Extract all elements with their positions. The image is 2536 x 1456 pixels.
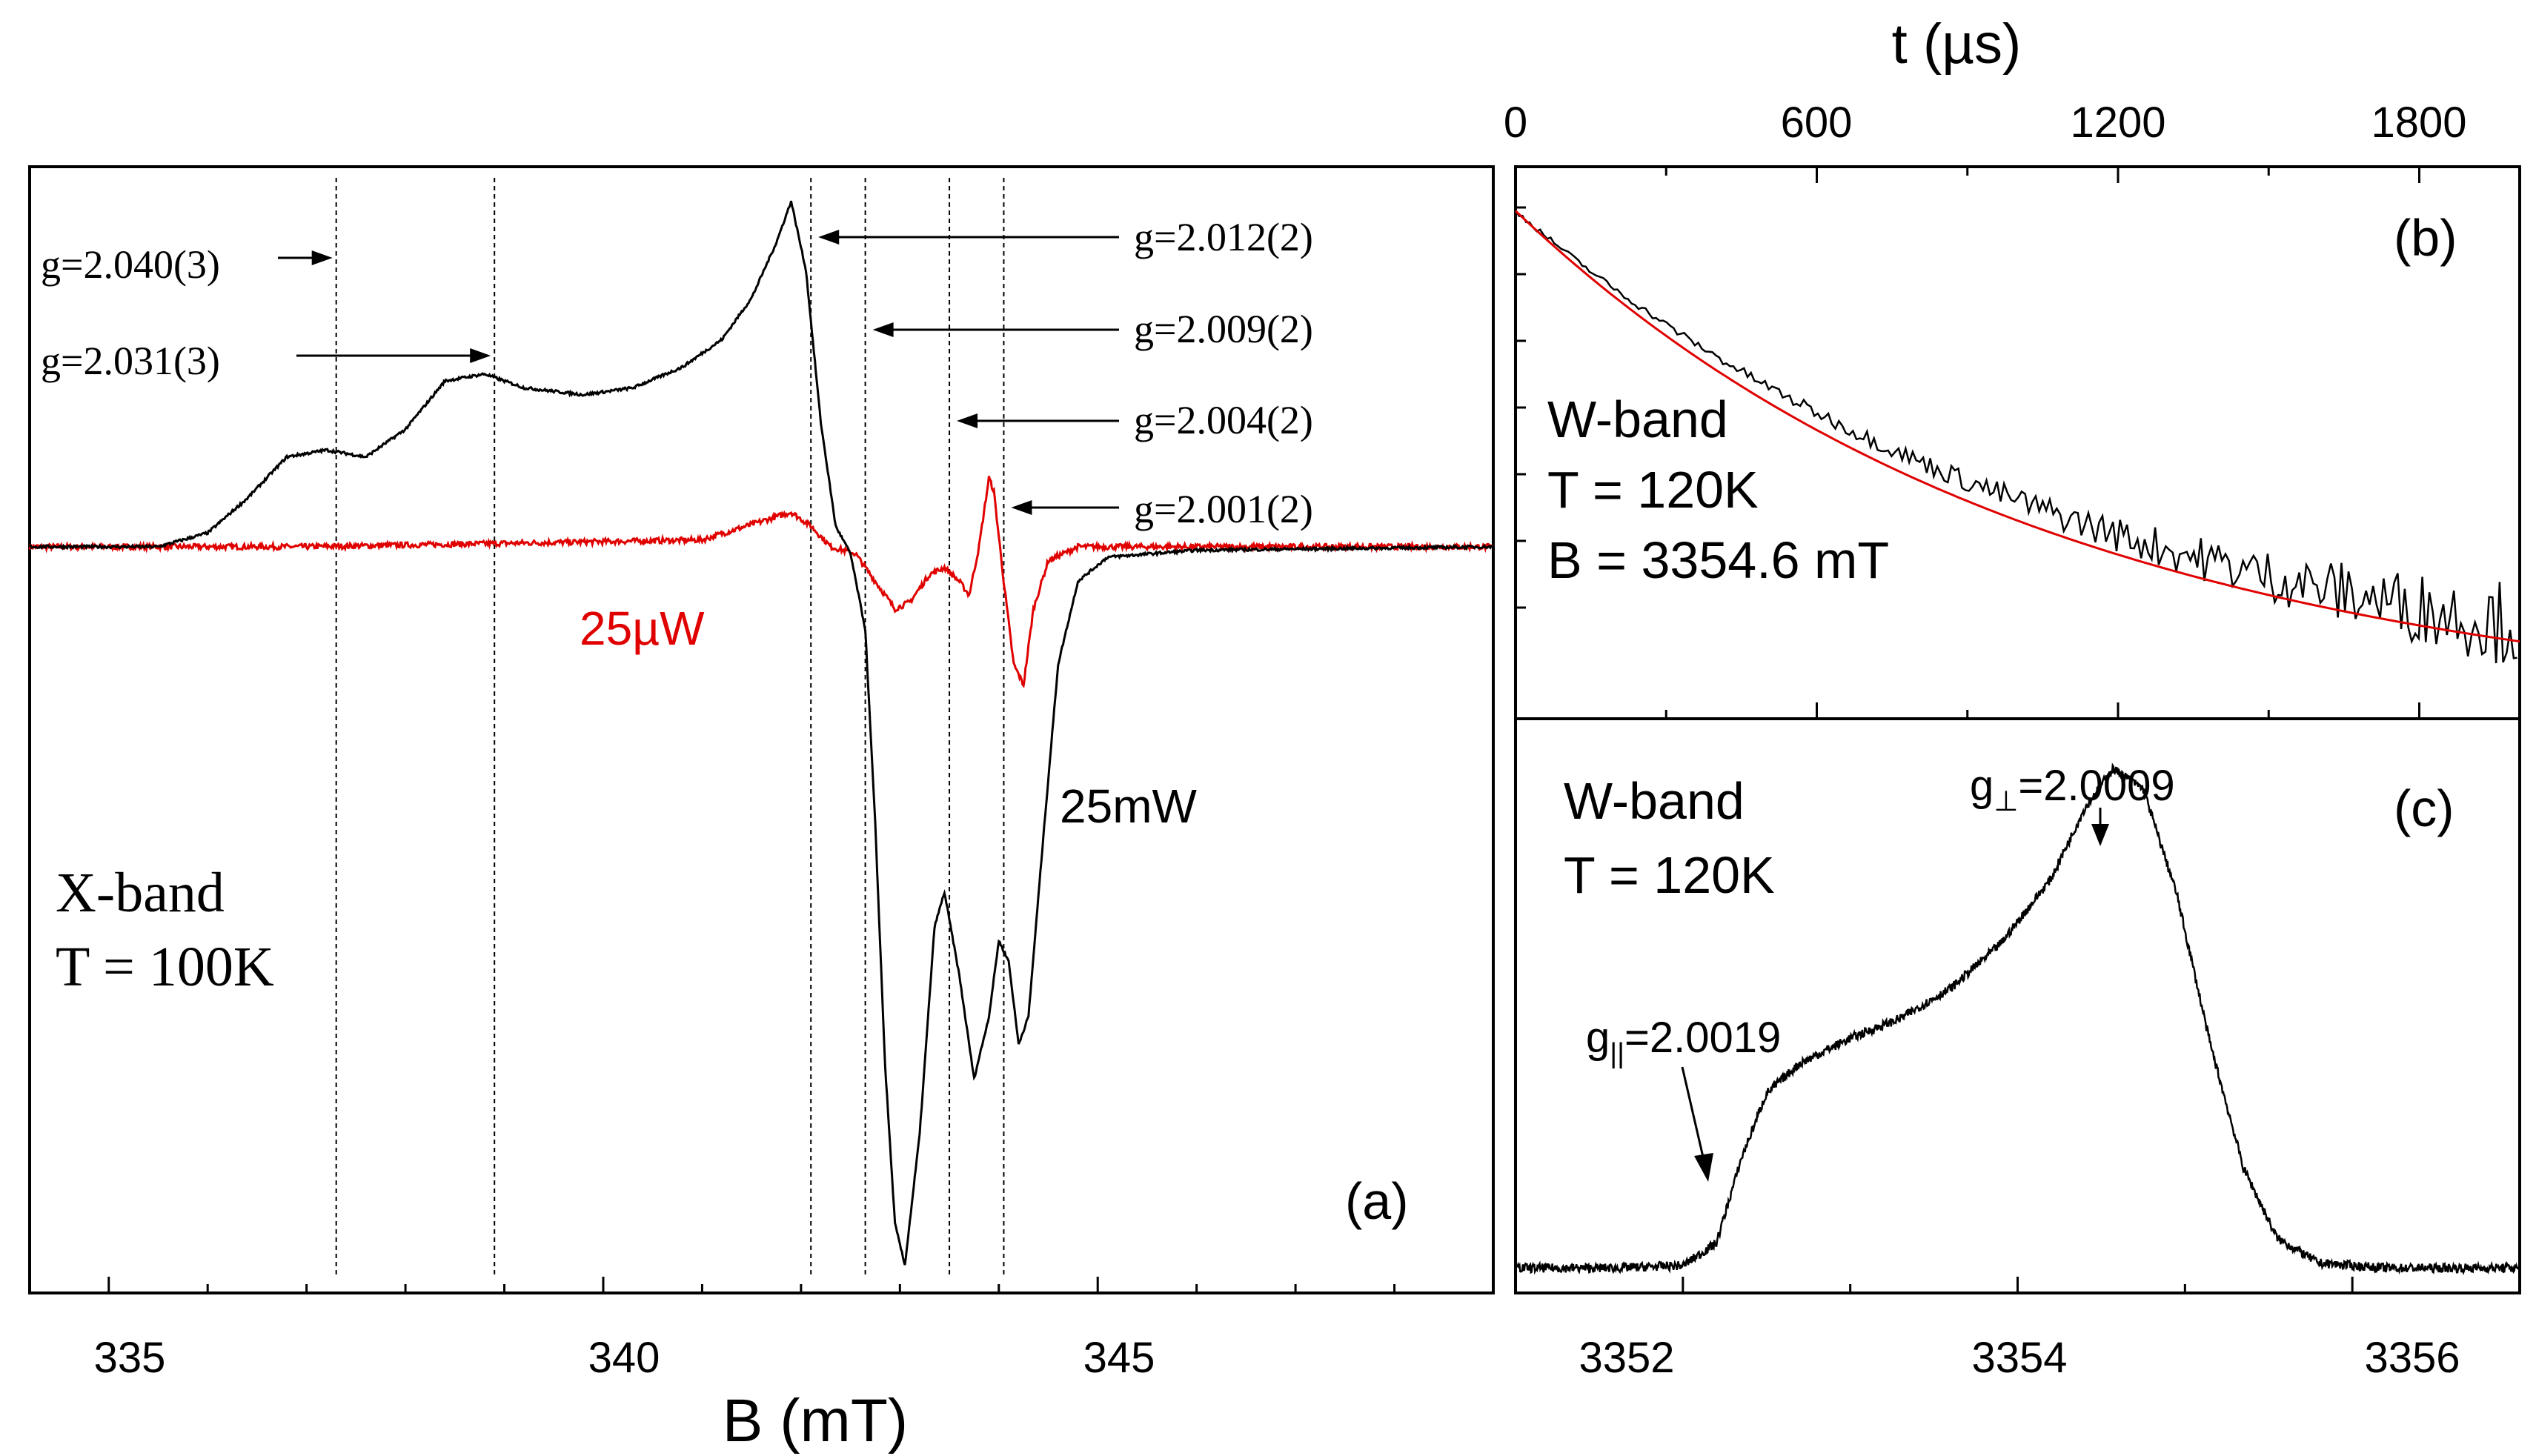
- series-25mW-line: [28, 200, 1494, 1266]
- tick-label-t600: 600: [1781, 99, 1853, 147]
- tick-label-t1200: 1200: [2070, 99, 2165, 147]
- tick-label-340: 340: [588, 1334, 660, 1382]
- series-25uW-line: [28, 476, 1495, 688]
- panel-a: g=2.040(3) g=2.031(3) g=2.012(2) g=2.009…: [28, 165, 1495, 1382]
- series-25mW-label: 25mW: [1060, 779, 1198, 833]
- band-label-b: W-band: [1547, 390, 1728, 448]
- g-label-2001: g=2.001(2): [1134, 487, 1313, 531]
- tick-label-3352: 3352: [1579, 1334, 1674, 1382]
- tick-label-345: 345: [1083, 1334, 1155, 1382]
- g-label-2004: g=2.004(2): [1134, 398, 1313, 442]
- g-arrow-head-2: [818, 230, 840, 245]
- top-axis-title: t (µs): [1892, 13, 2022, 76]
- panel-a-frame: [28, 165, 1495, 1294]
- series-25uW-label: 25µW: [580, 602, 705, 655]
- temp-label-b: T = 120K: [1547, 461, 1759, 519]
- tick-label-t1800: 1800: [2371, 99, 2466, 147]
- g-parallel-arrow-head: [1694, 1153, 1713, 1182]
- panel-a-ticks: [107, 1277, 1396, 1293]
- bottom-axis-title: B (mT): [723, 1387, 908, 1455]
- g-perp-arrow-head: [2091, 824, 2109, 846]
- g-label-2009: g=2.009(2): [1134, 307, 1313, 351]
- panel-c: W-band T = 120K (c) g||=2.0019 g⊥=2.0009…: [1514, 717, 2521, 1382]
- panel-c-label: (c): [2394, 779, 2454, 837]
- g-parallel-annotation: g||=2.0019: [1586, 1014, 1781, 1069]
- panel-b-label: (b): [2394, 209, 2457, 267]
- panel-a-g-markers: [278, 178, 1119, 1274]
- g-parallel-arrow-shaft: [1681, 1066, 1706, 1164]
- tick-label-335: 335: [94, 1334, 166, 1382]
- band-label-a: X-band: [56, 862, 225, 924]
- g-label-2012: g=2.012(2): [1134, 215, 1313, 259]
- panel-c-ticks: [1514, 1277, 2521, 1293]
- tick-label-t0: 0: [1504, 99, 1527, 147]
- g-arrow-head-4: [957, 413, 978, 428]
- g-arrow-head-1: [470, 348, 491, 363]
- g-perp-annotation: g⊥=2.0009: [1970, 762, 2175, 817]
- band-label-c: W-band: [1564, 772, 1745, 830]
- panel-b: W-band T = 120K B = 3354.6 mT (b) 0 600 …: [1504, 13, 2521, 720]
- temp-label-c: T = 120K: [1564, 846, 1775, 904]
- w-band-spectrum-line: [1515, 762, 2520, 1276]
- decay-data-line: [1514, 209, 2517, 664]
- decay-fit-line: [1514, 210, 2520, 643]
- g-arrow-head-0: [311, 250, 333, 265]
- tick-label-3354: 3354: [1971, 1334, 2067, 1382]
- panel-a-label: (a): [1345, 1172, 1409, 1230]
- g-label-2040: g=2.040(3): [41, 242, 220, 287]
- g-label-2031: g=2.031(3): [41, 339, 220, 383]
- g-arrow-head-3: [872, 322, 894, 337]
- g-arrow-head-5: [1011, 500, 1032, 515]
- tick-label-3356: 3356: [2364, 1334, 2460, 1382]
- field-label-b: B = 3354.6 mT: [1547, 531, 1889, 589]
- temp-label-a: T = 100K: [56, 936, 274, 998]
